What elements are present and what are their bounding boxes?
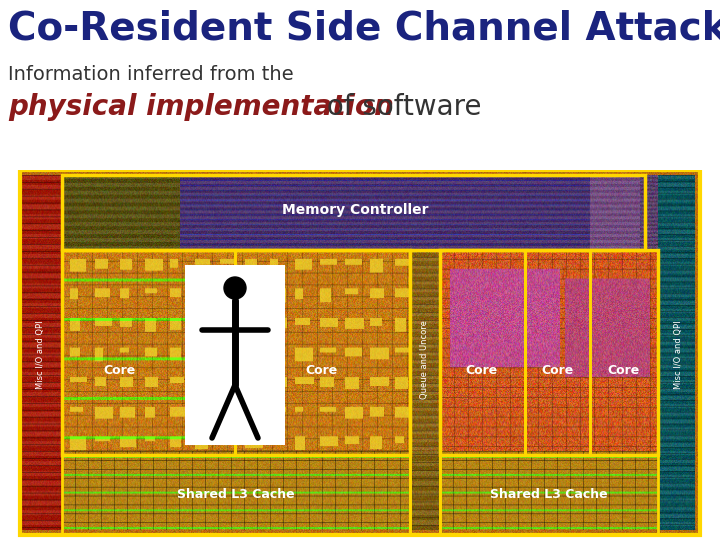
Text: Co-Resident Side Channel Attacks: Co-Resident Side Channel Attacks [8, 10, 720, 48]
Circle shape [224, 277, 246, 299]
Text: of software: of software [318, 93, 482, 121]
Bar [590, 250, 658, 455]
Text: Core: Core [541, 363, 573, 376]
Text: Memory Controller: Memory Controller [282, 203, 428, 217]
Bar [20, 170, 700, 535]
Text: Core: Core [306, 363, 338, 376]
Text: Core: Core [466, 363, 498, 376]
Text: Queue and Uncore: Queue and Uncore [420, 321, 430, 400]
Text: Shared L3 Cache: Shared L3 Cache [177, 489, 294, 502]
Bar [525, 250, 590, 455]
Text: Misc I/O and QPI: Misc I/O and QPI [675, 321, 683, 389]
Bar [62, 455, 410, 535]
Bar [440, 250, 525, 455]
Text: physical implementation: physical implementation [8, 93, 394, 121]
Text: Core: Core [608, 363, 640, 376]
Bar [410, 250, 440, 535]
Text: Shared L3 Cache: Shared L3 Cache [490, 489, 608, 502]
Bar [235, 250, 410, 455]
Text: Core: Core [104, 363, 136, 376]
Bar [62, 250, 410, 455]
Bar [185, 265, 285, 445]
Text: Misc I/O and QPI: Misc I/O and QPI [37, 321, 45, 389]
Bar [62, 175, 645, 250]
Text: Information inferred from the: Information inferred from the [8, 65, 294, 84]
Bar [440, 250, 658, 455]
Bar [0, 0, 720, 170]
Bar [62, 250, 235, 455]
Bar [440, 455, 658, 535]
